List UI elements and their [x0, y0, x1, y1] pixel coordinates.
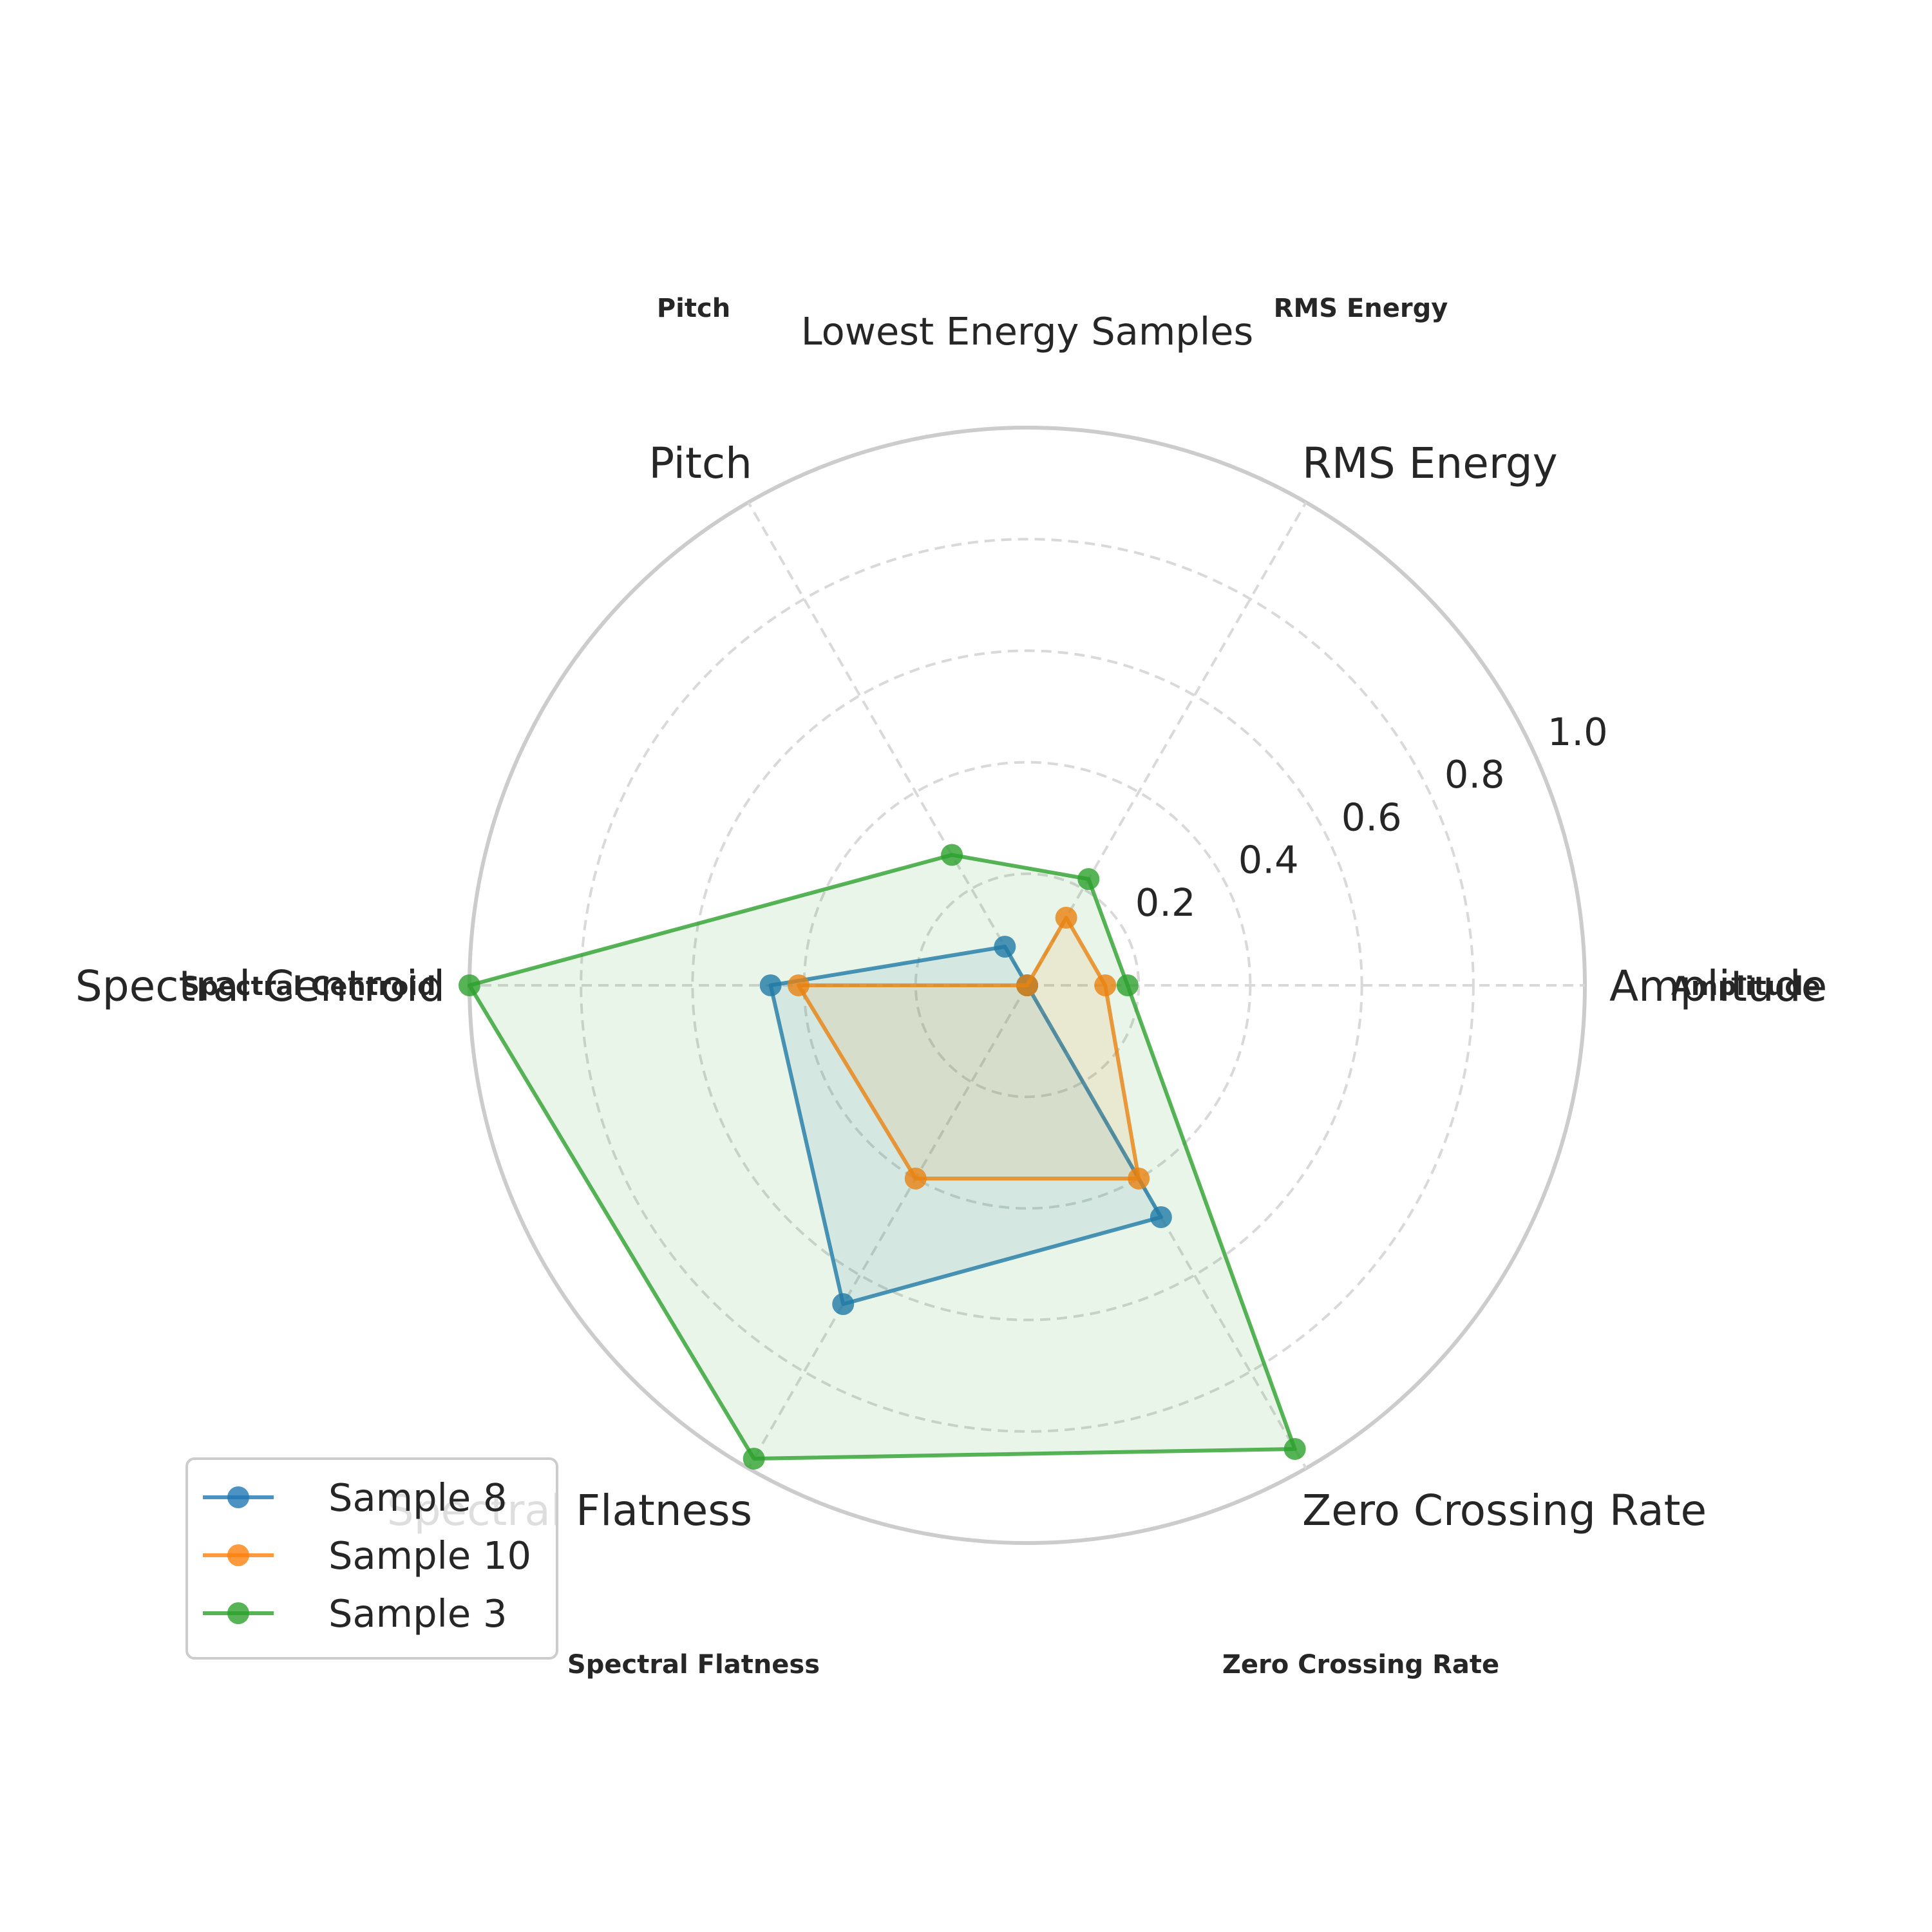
data-point — [1077, 868, 1100, 891]
legend-label: Sample 3 — [328, 1591, 507, 1636]
series-sample-3 — [459, 844, 1306, 1470]
legend-item: Sample 8 — [203, 1475, 507, 1520]
axis-label: Zero Crossing Rate — [1302, 1486, 1707, 1535]
series-area — [770, 947, 1161, 1304]
legend-item: Sample 3 — [203, 1591, 507, 1636]
data-point — [1055, 907, 1077, 929]
grid-ring — [691, 649, 1363, 1321]
legend: Sample 8 Sample 10 Sample 3 — [185, 1457, 558, 1660]
legend-box — [185, 1457, 558, 1660]
axis-label-bold: Pitch — [657, 294, 730, 323]
axis-label-bold: Spectral Centroid — [181, 972, 435, 1001]
grid-ring — [580, 538, 1475, 1433]
axis-label: Spectral Centroid — [75, 961, 445, 1011]
data-point — [1128, 1167, 1150, 1189]
radial-tick-label: 0.8 — [1444, 752, 1505, 797]
axis-label-bold: Amplitude — [1671, 972, 1821, 1001]
data-point — [1016, 974, 1038, 996]
data-point — [832, 1293, 855, 1315]
data-point — [743, 1447, 765, 1470]
legend-label: Sample 8 — [328, 1475, 507, 1520]
radial-tick-label: 0.2 — [1135, 880, 1196, 925]
data-point — [994, 936, 1016, 958]
data-point — [1150, 1206, 1172, 1228]
grid-ring — [914, 872, 1141, 1099]
data-point — [941, 844, 963, 866]
data-point — [1283, 1437, 1306, 1460]
legend-marker — [227, 1544, 249, 1566]
axis-label-bold: RMS Energy — [1274, 294, 1448, 323]
legend-label: Sample 10 — [328, 1533, 531, 1578]
grid-spoke — [747, 502, 1028, 986]
data-point — [759, 974, 782, 996]
series-area — [469, 855, 1295, 1459]
axis-label: Amplitude — [1609, 961, 1827, 1011]
data-point — [1094, 974, 1117, 996]
axis-label: Pitch — [649, 439, 752, 488]
axis-label-bold: Spectral Flatness — [567, 1650, 820, 1680]
radial-ticks: 0.2 0.4 0.6 0.8 1.0 — [1135, 710, 1608, 925]
chart-title: Lowest Energy Samples — [801, 309, 1253, 354]
grid-spoke — [747, 985, 1028, 1469]
axis-label: RMS Energy — [1302, 439, 1558, 488]
data-point — [787, 974, 810, 996]
series-area — [798, 918, 1139, 1179]
data-point — [459, 974, 480, 996]
radial-tick-label: 0.4 — [1238, 838, 1299, 882]
series-sample-10 — [787, 907, 1150, 1189]
radial-tick-label: 0.6 — [1341, 795, 1402, 839]
grid-spoke — [1026, 502, 1307, 986]
data-point — [1116, 974, 1139, 996]
legend-item: Sample 10 — [203, 1533, 531, 1578]
legend-marker — [227, 1486, 249, 1508]
legend-marker — [227, 1602, 249, 1624]
axis-label-bold: Zero Crossing Rate — [1222, 1650, 1499, 1680]
data-point — [904, 1167, 927, 1189]
radial-tick-label: 1.0 — [1548, 710, 1608, 754]
series-layer — [459, 844, 1306, 1470]
